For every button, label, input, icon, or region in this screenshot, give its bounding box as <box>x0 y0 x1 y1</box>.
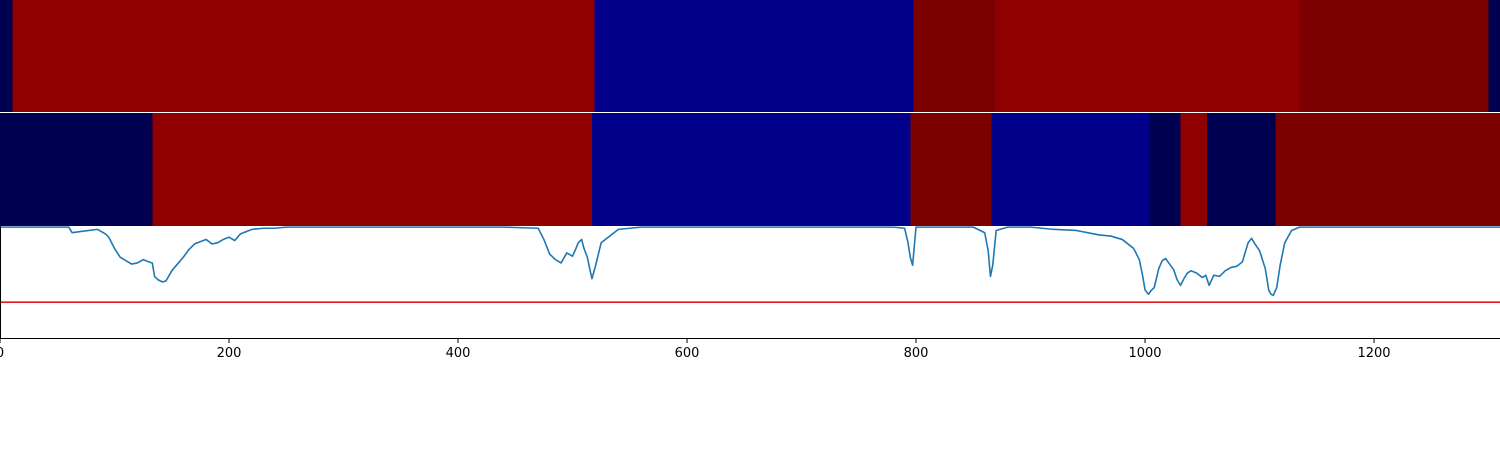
x-axis: 0 200 400 600 800 1000 1200 <box>0 338 1500 361</box>
series-line <box>0 226 1500 297</box>
line-panel <box>0 226 1500 338</box>
heatmap-segment <box>910 113 992 226</box>
heatmap-segment <box>152 113 592 226</box>
heatmap-segment <box>913 0 996 112</box>
heatmap-segment <box>1206 113 1276 226</box>
x-tick-label: 200 <box>217 346 242 361</box>
heatmap-segment <box>0 0 13 112</box>
heatmap-track-2 <box>0 113 1500 226</box>
x-tick-label: 1200 <box>1357 346 1390 361</box>
heatmap-segment <box>995 0 1300 112</box>
heatmap-segment <box>1488 0 1500 112</box>
heatmap-tracks <box>0 0 1500 226</box>
x-tick-label: 0 <box>0 346 4 361</box>
x-tick-label: 800 <box>904 346 929 361</box>
x-tick-label: 600 <box>675 346 700 361</box>
heatmap-segment <box>1149 113 1181 226</box>
heatmap-segment <box>1180 113 1207 226</box>
heatmap-segment <box>991 113 1150 226</box>
heatmap-segment <box>591 113 911 226</box>
heatmap-segment <box>12 0 595 112</box>
heatmap-segment <box>1299 0 1489 112</box>
heatmap-track-1 <box>0 0 1500 112</box>
heatmap-segment <box>1275 113 1500 226</box>
x-tick-label: 400 <box>446 346 471 361</box>
heatmap-segment <box>594 0 914 112</box>
x-tick-label: 1000 <box>1128 346 1161 361</box>
heatmap-segment <box>0 113 153 226</box>
